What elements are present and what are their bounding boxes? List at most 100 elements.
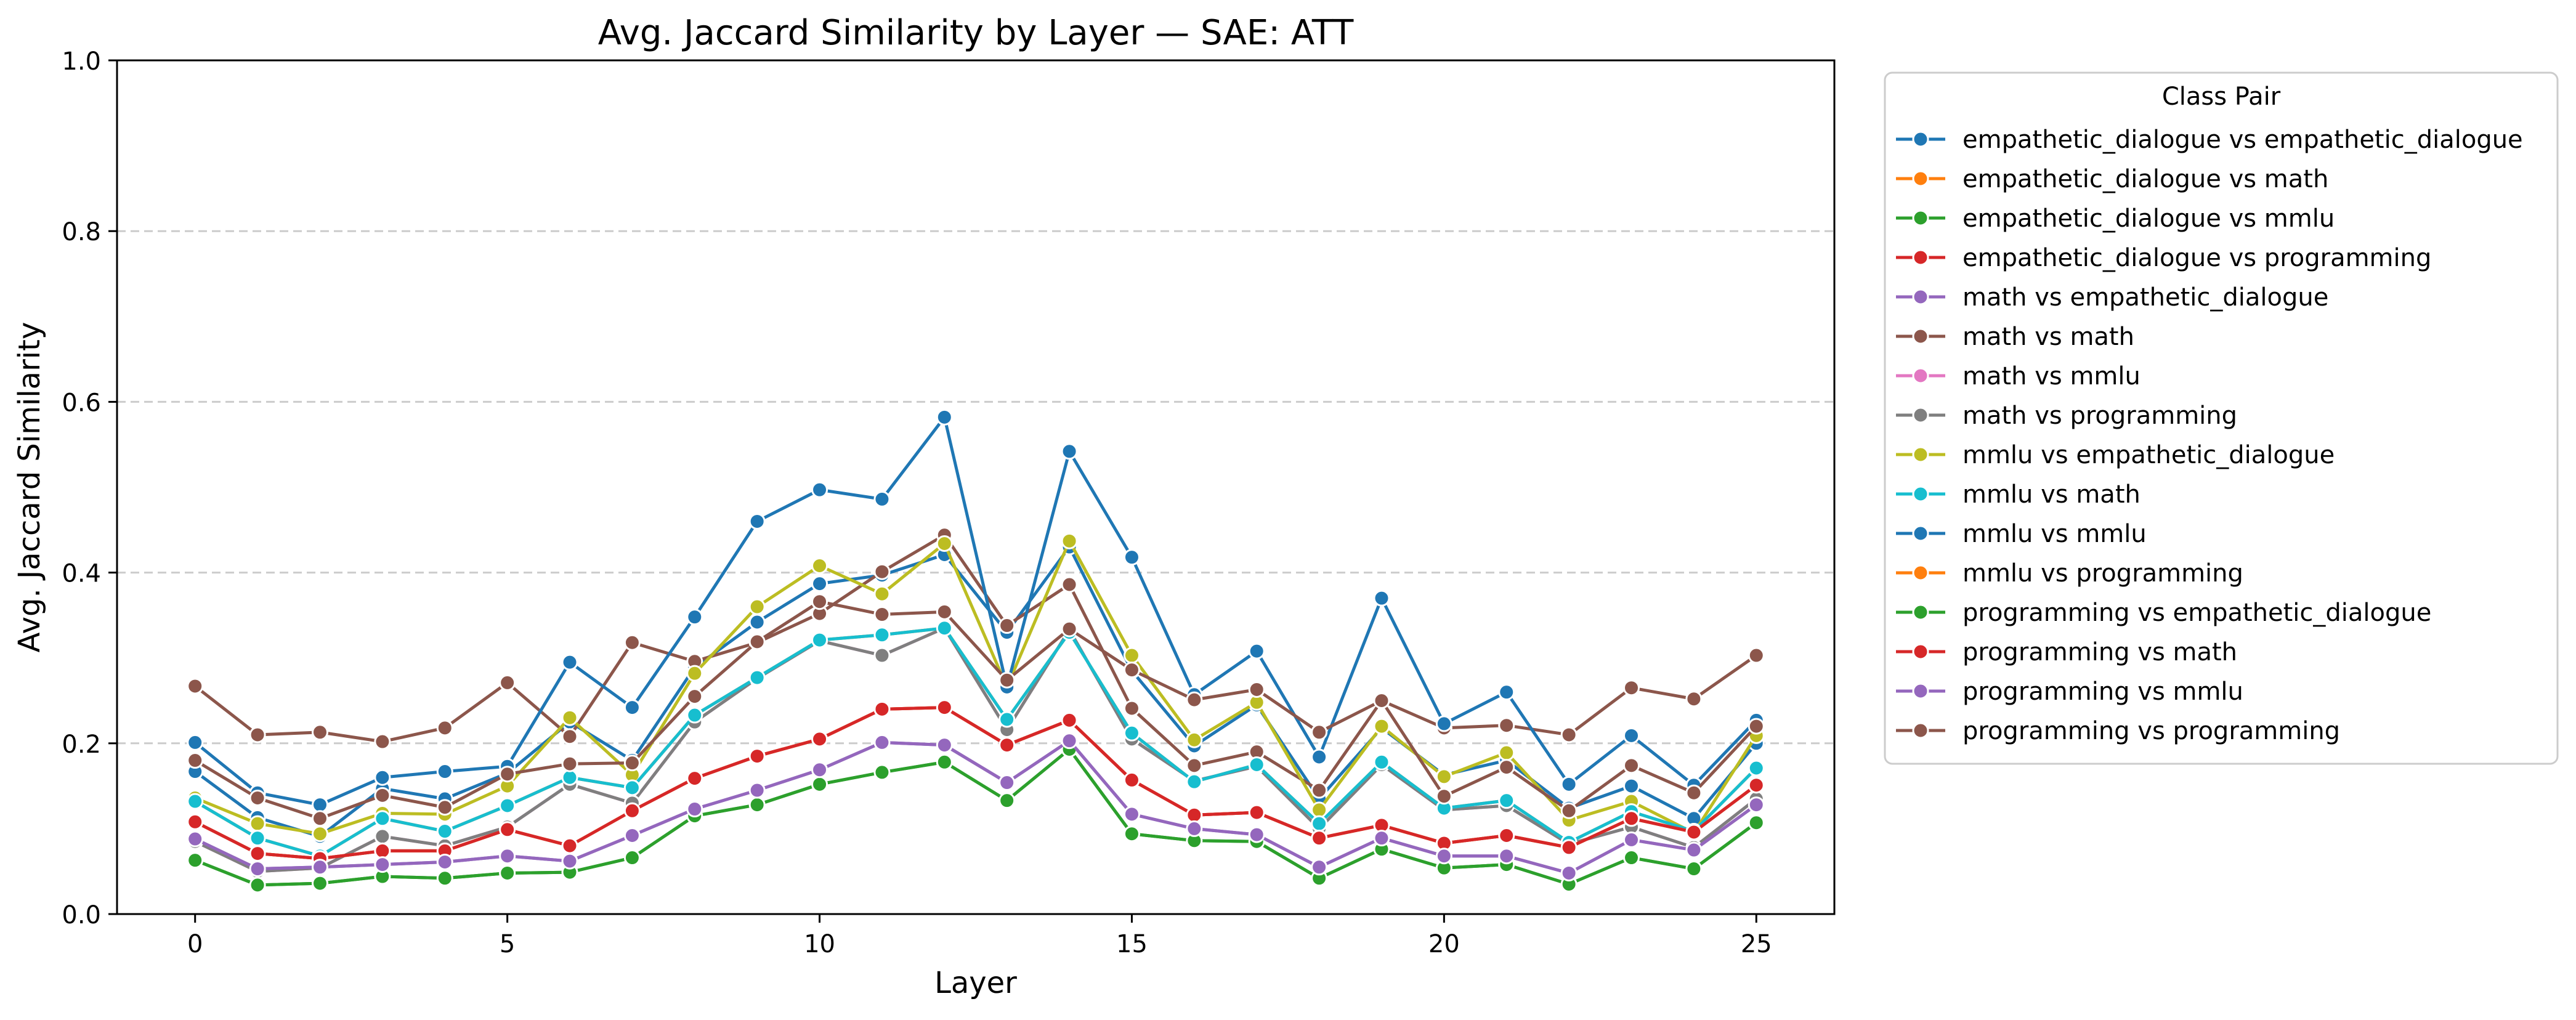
data-point-s8-x14 bbox=[1061, 532, 1078, 549]
ytick-label-1: 0.2 bbox=[62, 731, 101, 759]
data-point-s14-x20 bbox=[1435, 848, 1452, 865]
data-point-s14-x22 bbox=[1560, 864, 1578, 881]
data-point-s14-x21 bbox=[1498, 848, 1515, 865]
data-point-s12-x2 bbox=[311, 875, 328, 892]
legend-swatch-marker bbox=[1912, 249, 1929, 266]
ytick-label-3: 0.6 bbox=[62, 389, 101, 417]
data-point-s10-x12 bbox=[936, 408, 953, 426]
data-point-s14-x12 bbox=[936, 737, 953, 754]
data-point-s9-x4 bbox=[436, 823, 453, 840]
legend-items: empathetic_dialogue vs empathetic_dialog… bbox=[1896, 126, 2523, 745]
data-point-s9-x0 bbox=[187, 793, 204, 810]
data-point-s14-x17 bbox=[1248, 826, 1265, 843]
data-point-s13-x3 bbox=[374, 842, 391, 859]
xtick-label-4: 20 bbox=[1428, 930, 1460, 958]
legend-label-12: programming vs empathetic_dialogue bbox=[1962, 599, 2431, 627]
data-point-s8-x9 bbox=[748, 598, 766, 615]
data-point-s15-x5 bbox=[499, 766, 516, 783]
data-point-s9-x5 bbox=[499, 797, 516, 814]
legend-label-9: mmlu vs math bbox=[1962, 480, 2141, 509]
data-point-s14-x24 bbox=[1685, 841, 1703, 859]
data-point-s14-x0 bbox=[187, 830, 204, 848]
legend-item-5: math vs math bbox=[1896, 323, 2134, 351]
data-point-s10-x17 bbox=[1248, 642, 1265, 660]
legend-swatch-marker bbox=[1912, 722, 1929, 739]
data-point-s9-x13 bbox=[998, 711, 1016, 728]
data-point-s9-x3 bbox=[374, 810, 391, 827]
legend-label-3: empathetic_dialogue vs programming bbox=[1962, 244, 2431, 272]
data-point-s5-x18 bbox=[1311, 782, 1328, 799]
series-9 bbox=[187, 620, 1765, 865]
legend-item-6: math vs mmlu bbox=[1896, 362, 2141, 391]
legend-item-11: mmlu vs programming bbox=[1896, 559, 2243, 588]
legend-swatch-marker bbox=[1912, 643, 1929, 660]
data-point-s10-x3 bbox=[374, 769, 391, 786]
data-point-s12-x10 bbox=[811, 775, 828, 793]
data-point-s14-x5 bbox=[499, 848, 516, 865]
data-point-s9-x1 bbox=[249, 830, 266, 847]
data-point-s15-x18 bbox=[1311, 724, 1328, 741]
data-point-s15-x1 bbox=[249, 790, 266, 807]
data-point-s10-x6 bbox=[561, 654, 578, 671]
legend-item-3: empathetic_dialogue vs programming bbox=[1896, 244, 2431, 272]
data-point-s10-x11 bbox=[873, 490, 891, 508]
data-point-s9-x15 bbox=[1123, 724, 1140, 742]
data-point-s9-x7 bbox=[623, 779, 641, 796]
data-point-s13-x8 bbox=[686, 770, 703, 787]
xtick-label-3: 15 bbox=[1116, 930, 1148, 958]
data-point-s8-x21 bbox=[1498, 744, 1515, 761]
data-point-s15-x13 bbox=[998, 671, 1016, 689]
legend-label-6: math vs mmlu bbox=[1962, 362, 2141, 391]
data-point-s14-x14 bbox=[1061, 732, 1078, 750]
xtick-label-5: 25 bbox=[1741, 930, 1772, 958]
legend-swatch-marker bbox=[1912, 209, 1929, 227]
data-point-s15-x11 bbox=[873, 606, 891, 623]
legend-item-7: math vs programming bbox=[1896, 402, 2237, 430]
ytick-label-4: 0.8 bbox=[62, 218, 101, 246]
data-point-s9-x8 bbox=[686, 706, 703, 724]
series-line-10 bbox=[194, 415, 1758, 807]
data-point-s12-x13 bbox=[998, 792, 1016, 809]
data-point-s13-x1 bbox=[249, 845, 266, 862]
legend-swatch-marker bbox=[1912, 407, 1929, 424]
legend-swatch-marker bbox=[1912, 446, 1929, 463]
series-line-9 bbox=[194, 626, 1758, 858]
data-point-s12-x11 bbox=[873, 764, 891, 781]
legend-item-14: programming vs mmlu bbox=[1896, 678, 2243, 706]
data-point-s15-x8 bbox=[686, 688, 703, 705]
data-point-s15-x10 bbox=[811, 593, 828, 610]
data-point-s13-x21 bbox=[1498, 827, 1515, 844]
data-point-s13-x12 bbox=[936, 699, 953, 716]
legend-label-5: math vs math bbox=[1962, 323, 2134, 351]
data-point-s15-x21 bbox=[1498, 759, 1515, 776]
data-point-s10-x19 bbox=[1373, 589, 1390, 607]
ytick-label-0: 0.0 bbox=[62, 901, 101, 929]
data-point-s8-x11 bbox=[873, 585, 891, 602]
data-point-s15-x4 bbox=[436, 799, 453, 816]
legend-label-0: empathetic_dialogue vs empathetic_dialog… bbox=[1962, 126, 2523, 154]
legend-swatch-marker bbox=[1912, 367, 1929, 384]
data-point-s9-x10 bbox=[811, 631, 828, 649]
data-point-s0-x9 bbox=[748, 613, 766, 631]
legend-swatch-marker bbox=[1912, 170, 1929, 187]
data-point-s13-x17 bbox=[1248, 804, 1265, 821]
data-point-s9-x6 bbox=[561, 769, 578, 786]
series-line-5 bbox=[194, 533, 1757, 792]
data-point-s13-x13 bbox=[998, 737, 1016, 754]
data-point-s13-x0 bbox=[187, 813, 204, 830]
data-point-s14-x15 bbox=[1123, 806, 1140, 823]
data-point-s12-x24 bbox=[1685, 860, 1703, 878]
data-point-s5-x16 bbox=[1186, 757, 1203, 774]
data-point-s14-x6 bbox=[561, 852, 578, 870]
data-point-s12-x1 bbox=[249, 876, 266, 894]
data-point-s15-x25 bbox=[1748, 718, 1765, 735]
xtick-label-0: 0 bbox=[187, 930, 203, 958]
legend-swatch-marker bbox=[1912, 288, 1929, 306]
data-point-s5-x25 bbox=[1748, 647, 1765, 664]
data-point-s5-x3 bbox=[374, 733, 391, 750]
data-point-s8-x12 bbox=[936, 535, 953, 552]
data-point-s5-x24 bbox=[1685, 690, 1703, 708]
legend-swatch-marker bbox=[1912, 131, 1929, 148]
legend-swatch-marker bbox=[1912, 328, 1929, 345]
